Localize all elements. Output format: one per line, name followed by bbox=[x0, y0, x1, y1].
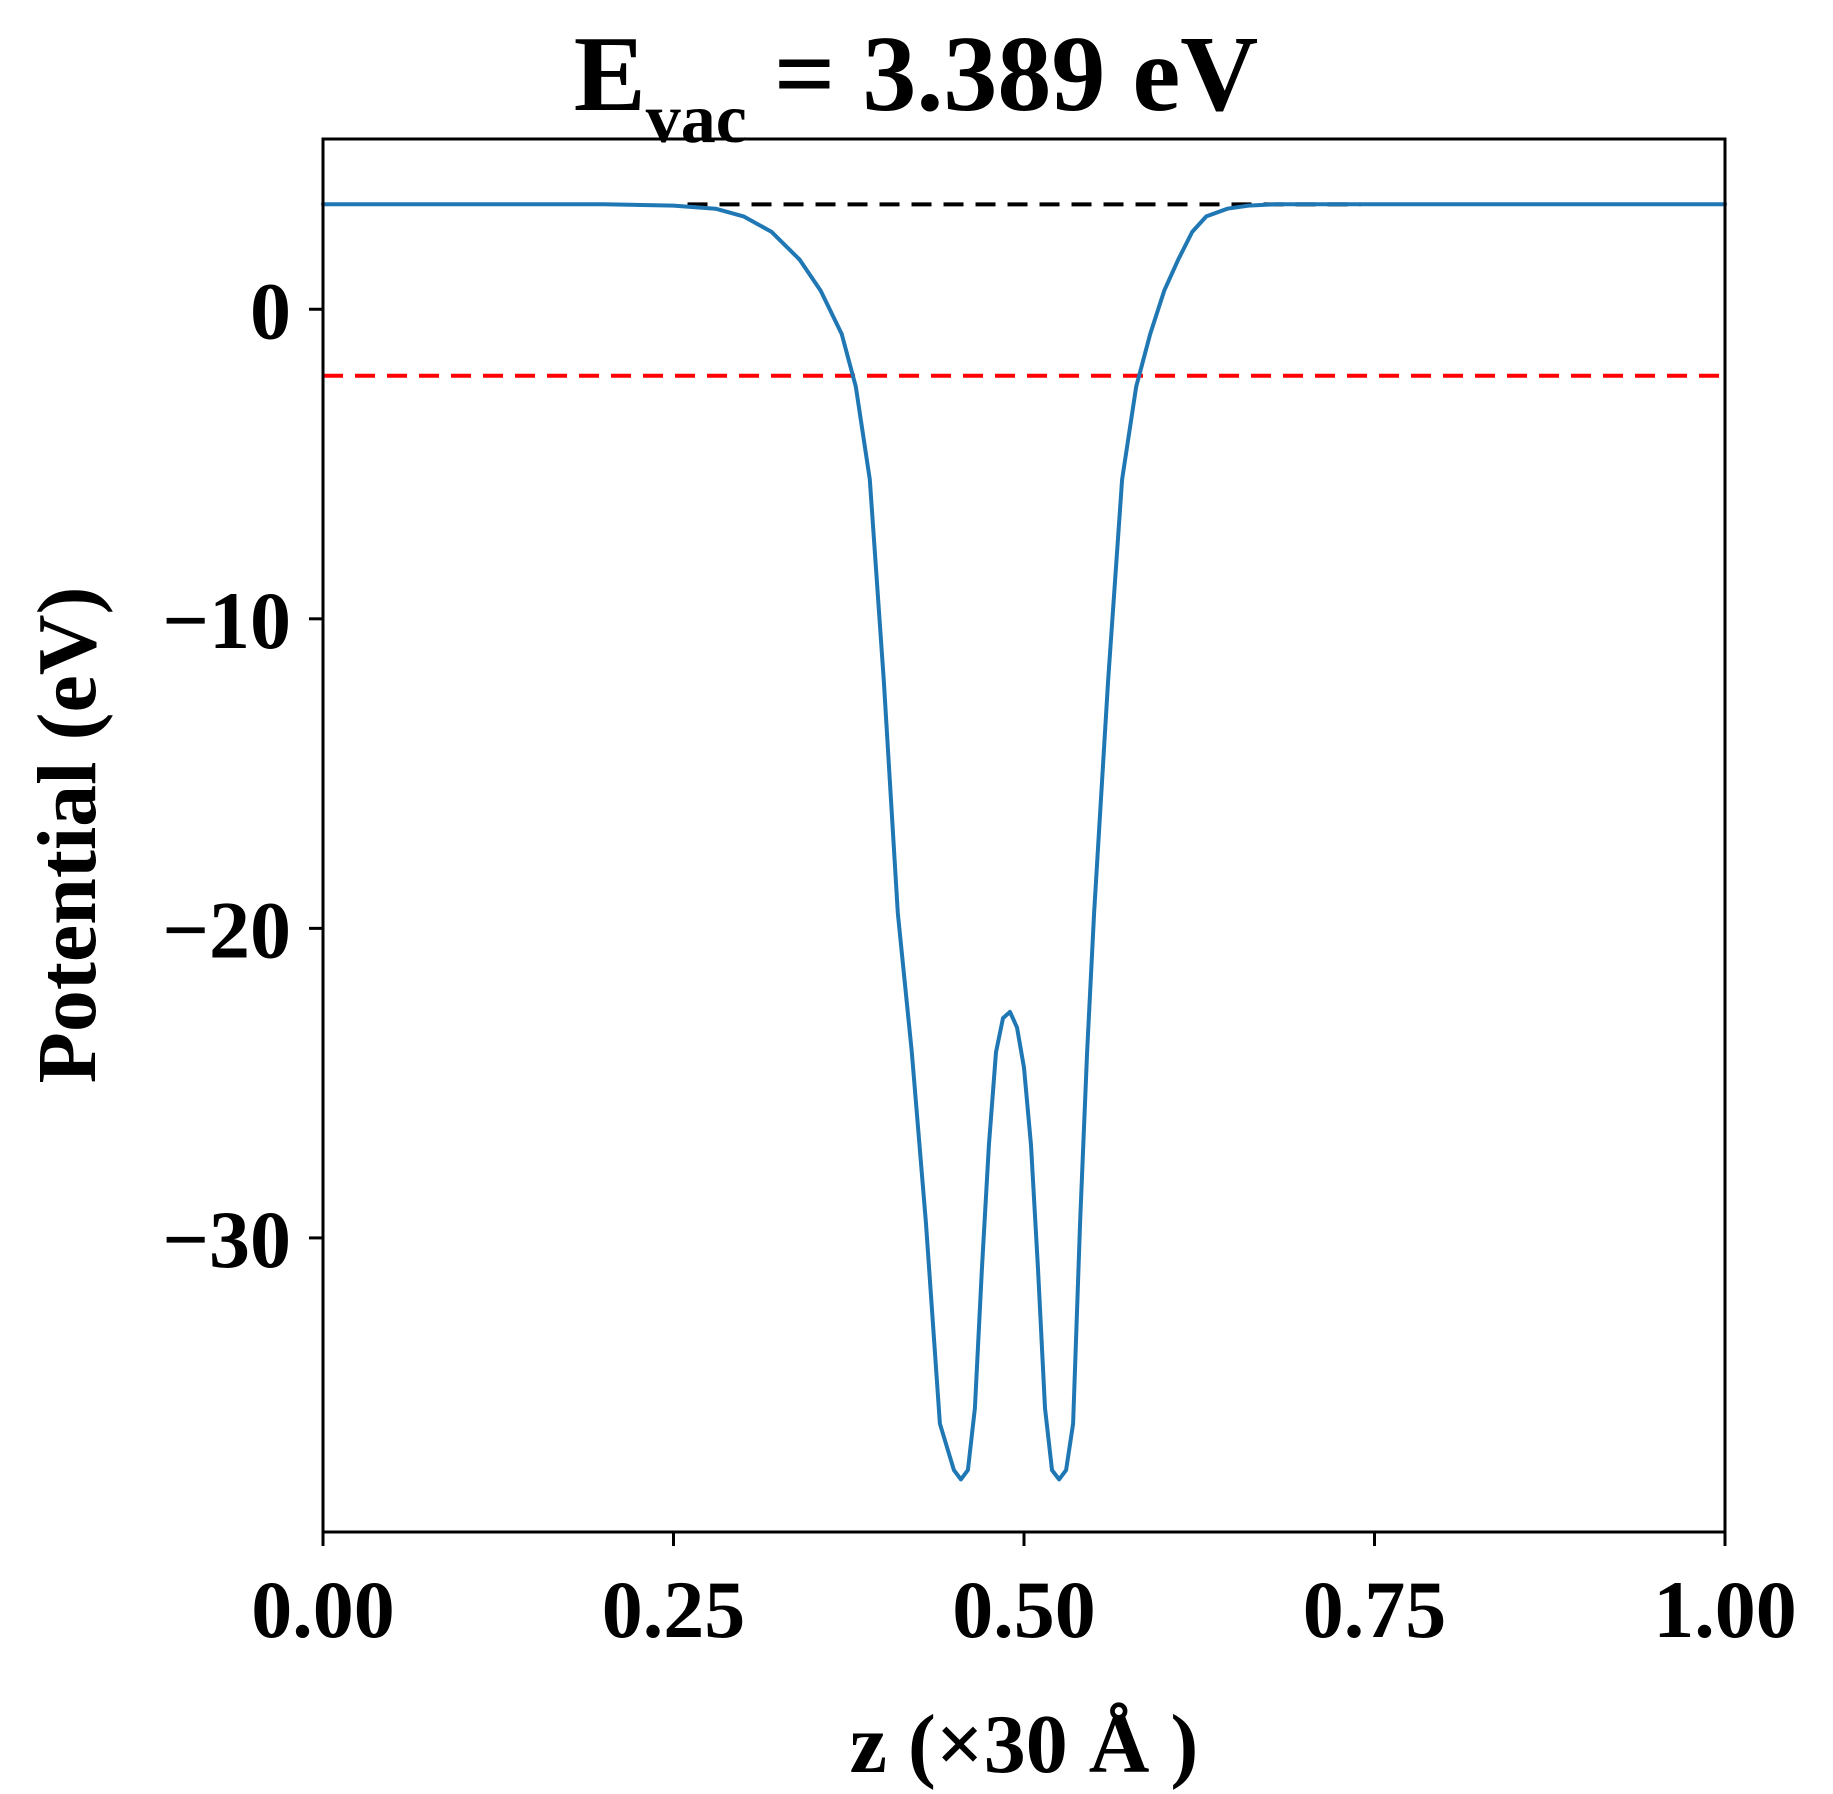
x-axis-label: z (×30 Å ) bbox=[850, 1698, 1199, 1791]
series-line-0 bbox=[321, 202, 1727, 1482]
axes-frame bbox=[321, 137, 1727, 1534]
y-tick-label: −30 bbox=[162, 1194, 291, 1285]
title-main: E bbox=[574, 15, 646, 134]
y-axis-label: Potential (eV) bbox=[21, 587, 114, 1084]
x-tick-label: 0.50 bbox=[952, 1564, 1096, 1655]
title-subscript: vac bbox=[646, 81, 747, 158]
y-tick-label: −10 bbox=[162, 575, 291, 666]
x-tick-label: 1.00 bbox=[1653, 1564, 1797, 1655]
y-tick-label: 0 bbox=[250, 265, 291, 356]
chart-title: Evac = 3.389 eV bbox=[574, 15, 1259, 158]
x-tick-label: 0.75 bbox=[1303, 1564, 1447, 1655]
y-axis: 0 −10 −20 −30 bbox=[162, 265, 323, 1285]
x-tick-label: 0.25 bbox=[602, 1564, 746, 1655]
y-tick-label: −20 bbox=[162, 884, 291, 975]
plot-area bbox=[321, 202, 1727, 1482]
x-axis: 0.00 0.25 0.50 0.75 1.00 bbox=[251, 1532, 1797, 1655]
x-tick-label: 0.00 bbox=[251, 1564, 395, 1655]
title-rest: = 3.389 eV bbox=[747, 15, 1258, 134]
